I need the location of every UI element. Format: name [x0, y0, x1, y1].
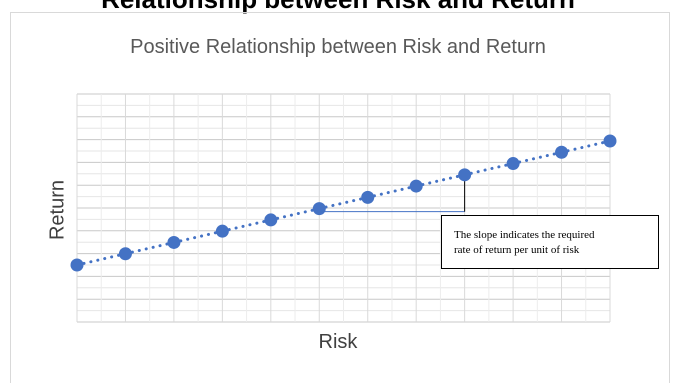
document-heading-text: Relationship between Risk and Return	[101, 0, 575, 14]
chart-title: Positive Relationship between Risk and R…	[130, 36, 546, 58]
data-point	[167, 235, 181, 249]
annotation-box: The slope indicates the required rate of…	[441, 215, 659, 269]
data-point	[361, 190, 375, 204]
data-point	[603, 134, 617, 148]
trendline-dotted	[75, 139, 612, 267]
data-point	[458, 168, 472, 182]
annotation-line-1: The slope indicates the required	[454, 229, 595, 241]
data-point	[312, 202, 326, 216]
trendline	[75, 139, 612, 267]
gridlines	[76, 93, 611, 323]
chart-area	[10, 12, 670, 383]
data-point	[118, 247, 132, 261]
data-point	[215, 224, 229, 238]
data-point	[409, 179, 423, 193]
data-points	[70, 134, 617, 272]
annotation-line-2: rate of return per unit of risk	[454, 244, 580, 256]
data-point	[506, 157, 520, 171]
x-axis-label: Risk	[318, 331, 358, 353]
document-heading: Relationship between Risk and Return	[0, 0, 676, 14]
data-point	[264, 213, 278, 227]
data-point	[70, 258, 84, 272]
y-axis-label: Return	[46, 179, 69, 241]
data-point	[555, 145, 569, 159]
